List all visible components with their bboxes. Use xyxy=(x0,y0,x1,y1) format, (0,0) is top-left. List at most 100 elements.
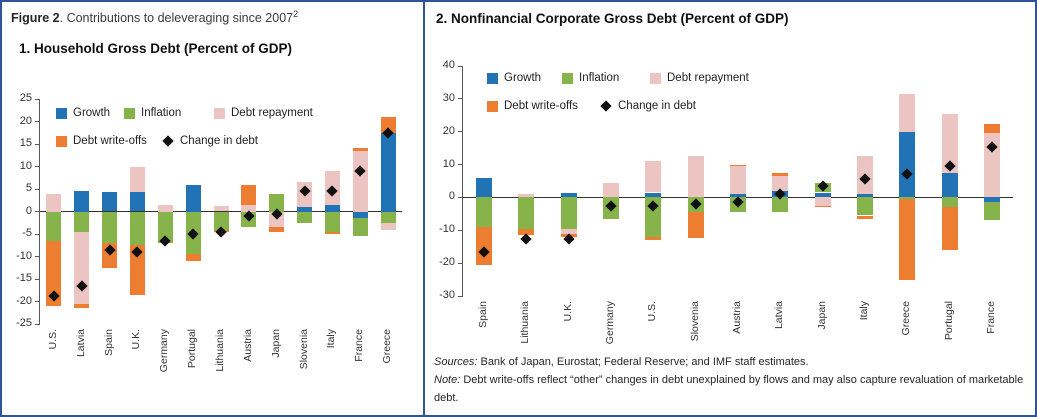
corporate-y-tick xyxy=(458,131,463,133)
household-bar-writeoffs-Portugal xyxy=(185,254,201,261)
household-panel: Figure 2. Contributions to deleveraging … xyxy=(2,2,423,415)
corporate-y-tick xyxy=(458,164,463,166)
household-y-tick-label: -10 xyxy=(16,249,32,262)
corporate-panel: 2. Nonfinancial Corporate Gross Debt (Pe… xyxy=(425,2,1035,415)
household-bar-repayment-Lithuania xyxy=(213,206,229,212)
household-legend-item-writeoffs: Debt write-offs xyxy=(56,135,147,147)
household-bar-writeoffs-Italy xyxy=(324,231,340,234)
corporate-x-label-Germany: Germany xyxy=(604,301,617,345)
corporate-y-tick xyxy=(458,196,463,198)
household-x-label-Japan: Japan xyxy=(269,329,282,358)
household-bar-writeoffs-Austria xyxy=(241,184,257,205)
household-x-label-Italy: Italy xyxy=(325,329,338,349)
note-label: Note: xyxy=(434,373,461,386)
household-bar-inflation-Italy xyxy=(324,211,340,232)
corporate-bar-inflation-Latvia xyxy=(772,197,789,213)
household-bar-repayment-France xyxy=(352,150,368,212)
household-plot-area: -25 -20 -15 -10 -5 0 5 10 15 20 25 U.S. Latvia Spain U… xyxy=(16,92,402,372)
corporate-bar-writeoffs-Austria xyxy=(730,164,746,167)
growth-swatch-icon xyxy=(56,107,67,119)
corporate-bar-growth-Portugal xyxy=(941,172,958,198)
inflation-legend-label: Inflation xyxy=(579,72,620,84)
panel-divider xyxy=(423,2,425,415)
household-bar-inflation-U.K. xyxy=(129,211,145,246)
corporate-x-label-Italy: Italy xyxy=(857,301,870,321)
household-y-tick-label: -5 xyxy=(22,227,32,239)
corporate-y-axis xyxy=(462,66,463,296)
corporate-y-tick-label: 20 xyxy=(442,124,455,137)
corporate-y-tick-label: 40 xyxy=(442,59,455,71)
corporate-y-tick xyxy=(458,65,463,67)
household-y-tick xyxy=(35,121,40,122)
figure-caption-footnote-marker: 2 xyxy=(293,9,299,19)
corporate-bar-writeoffs-U.S. xyxy=(645,236,662,241)
corporate-legend-item-writeoffs: Debt write-offs xyxy=(487,100,578,112)
corporate-x-label-Lithuania: Lithuania xyxy=(519,301,532,344)
sources-text: Bank of Japan, Eurostat; Federal Reserve… xyxy=(477,356,809,368)
writeoffs-legend-label: Debt write-offs xyxy=(504,100,578,112)
corporate-bar-repayment-Lithuania xyxy=(518,194,535,198)
footer-notes: Sources: Bank of Japan, Eurostat; Federa… xyxy=(434,354,1032,407)
household-bar-growth-Latvia xyxy=(74,191,90,212)
corporate-y-tick-label: -30 xyxy=(439,289,455,301)
corporate-bar-writeoffs-Slovenia xyxy=(687,212,704,239)
corporate-bar-growth-U.S. xyxy=(645,192,662,198)
growth-legend-label: Growth xyxy=(504,72,542,84)
change-legend-label: Change in debt xyxy=(618,100,697,112)
household-bar-inflation-U.S. xyxy=(46,211,62,241)
repayment-swatch-icon xyxy=(214,107,225,119)
corporate-bar-repayment-Greece xyxy=(899,93,916,132)
sources-label: Sources: xyxy=(434,356,478,368)
note-line: Note: Debt write-offs reflect “other” ch… xyxy=(434,372,1032,408)
corporate-bar-writeoffs-Portugal xyxy=(941,207,958,250)
household-x-label-U.K.: U.K. xyxy=(130,329,143,350)
corporate-x-label-U.K.: U.K. xyxy=(561,301,574,322)
corporate-bar-growth-France xyxy=(983,197,1000,203)
household-legend-item-growth: Growth xyxy=(56,107,110,119)
corporate-bar-growth-Greece xyxy=(899,131,916,198)
household-bar-inflation-Slovenia xyxy=(297,211,313,223)
household-bar-repayment-U.K. xyxy=(129,166,145,193)
corporate-x-label-U.S.: U.S. xyxy=(646,301,659,322)
household-y-tick-label: 0 xyxy=(25,204,32,217)
household-chart-title: 1. Household Gross Debt (Percent of GDP) xyxy=(19,41,293,56)
household-y-tick xyxy=(35,323,40,325)
sources-line: Sources: Bank of Japan, Eurostat; Federa… xyxy=(434,354,1032,372)
corporate-y-tick xyxy=(458,262,463,264)
household-x-label-Austria: Austria xyxy=(241,329,254,362)
household-y-tick xyxy=(35,166,40,167)
corporate-plot-area: -30 -20 -10 0 10 20 30 40 Spain Lithuania U.K. Germ… xyxy=(439,59,1013,344)
household-bar-growth-Spain xyxy=(102,192,118,212)
repayment-legend-label: Debt repayment xyxy=(667,72,749,84)
change-diamond-icon xyxy=(600,100,612,112)
household-bar-growth-Italy xyxy=(324,204,340,212)
household-y-tick-label: -15 xyxy=(16,272,32,284)
household-y-tick-label: 15 xyxy=(19,137,32,149)
corporate-bar-growth-Spain xyxy=(476,177,493,198)
household-bar-writeoffs-France xyxy=(352,147,368,151)
corporate-bar-repayment-Austria xyxy=(730,166,746,195)
corporate-bar-growth-Japan xyxy=(814,192,831,198)
household-x-label-Greece: Greece xyxy=(381,329,394,364)
inflation-swatch-icon xyxy=(562,72,573,84)
corporate-bar-repayment-Slovenia xyxy=(687,156,704,198)
corporate-y-tick xyxy=(458,229,463,231)
corporate-bar-repayment-Japan xyxy=(814,197,831,206)
household-bar-writeoffs-Japan xyxy=(269,227,285,232)
corporate-x-label-Portugal: Portugal xyxy=(942,301,955,341)
corporate-y-tick-label: -10 xyxy=(439,223,455,236)
corporate-bar-writeoffs-Italy xyxy=(856,215,873,219)
corporate-chart: -30 -20 -10 0 10 20 30 40 Spain Lithuania U.K. Germ… xyxy=(429,52,1031,352)
corporate-bar-writeoffs-France xyxy=(983,123,1000,134)
corporate-bar-growth-Italy xyxy=(856,194,873,198)
household-bar-growth-U.K. xyxy=(129,192,145,212)
corporate-bar-inflation-Greece xyxy=(899,197,916,200)
growth-legend-label: Growth xyxy=(73,107,111,119)
household-y-tick xyxy=(35,98,40,100)
corporate-y-tick-label: 30 xyxy=(442,91,455,104)
household-y-tick-label: 25 xyxy=(19,92,32,104)
household-chart: -25 -20 -15 -10 -5 0 5 10 15 20 25 U.S. Latvia Spain U… xyxy=(8,86,416,408)
household-bar-inflation-Japan xyxy=(269,193,285,212)
corporate-bar-inflation-France xyxy=(983,202,1000,221)
